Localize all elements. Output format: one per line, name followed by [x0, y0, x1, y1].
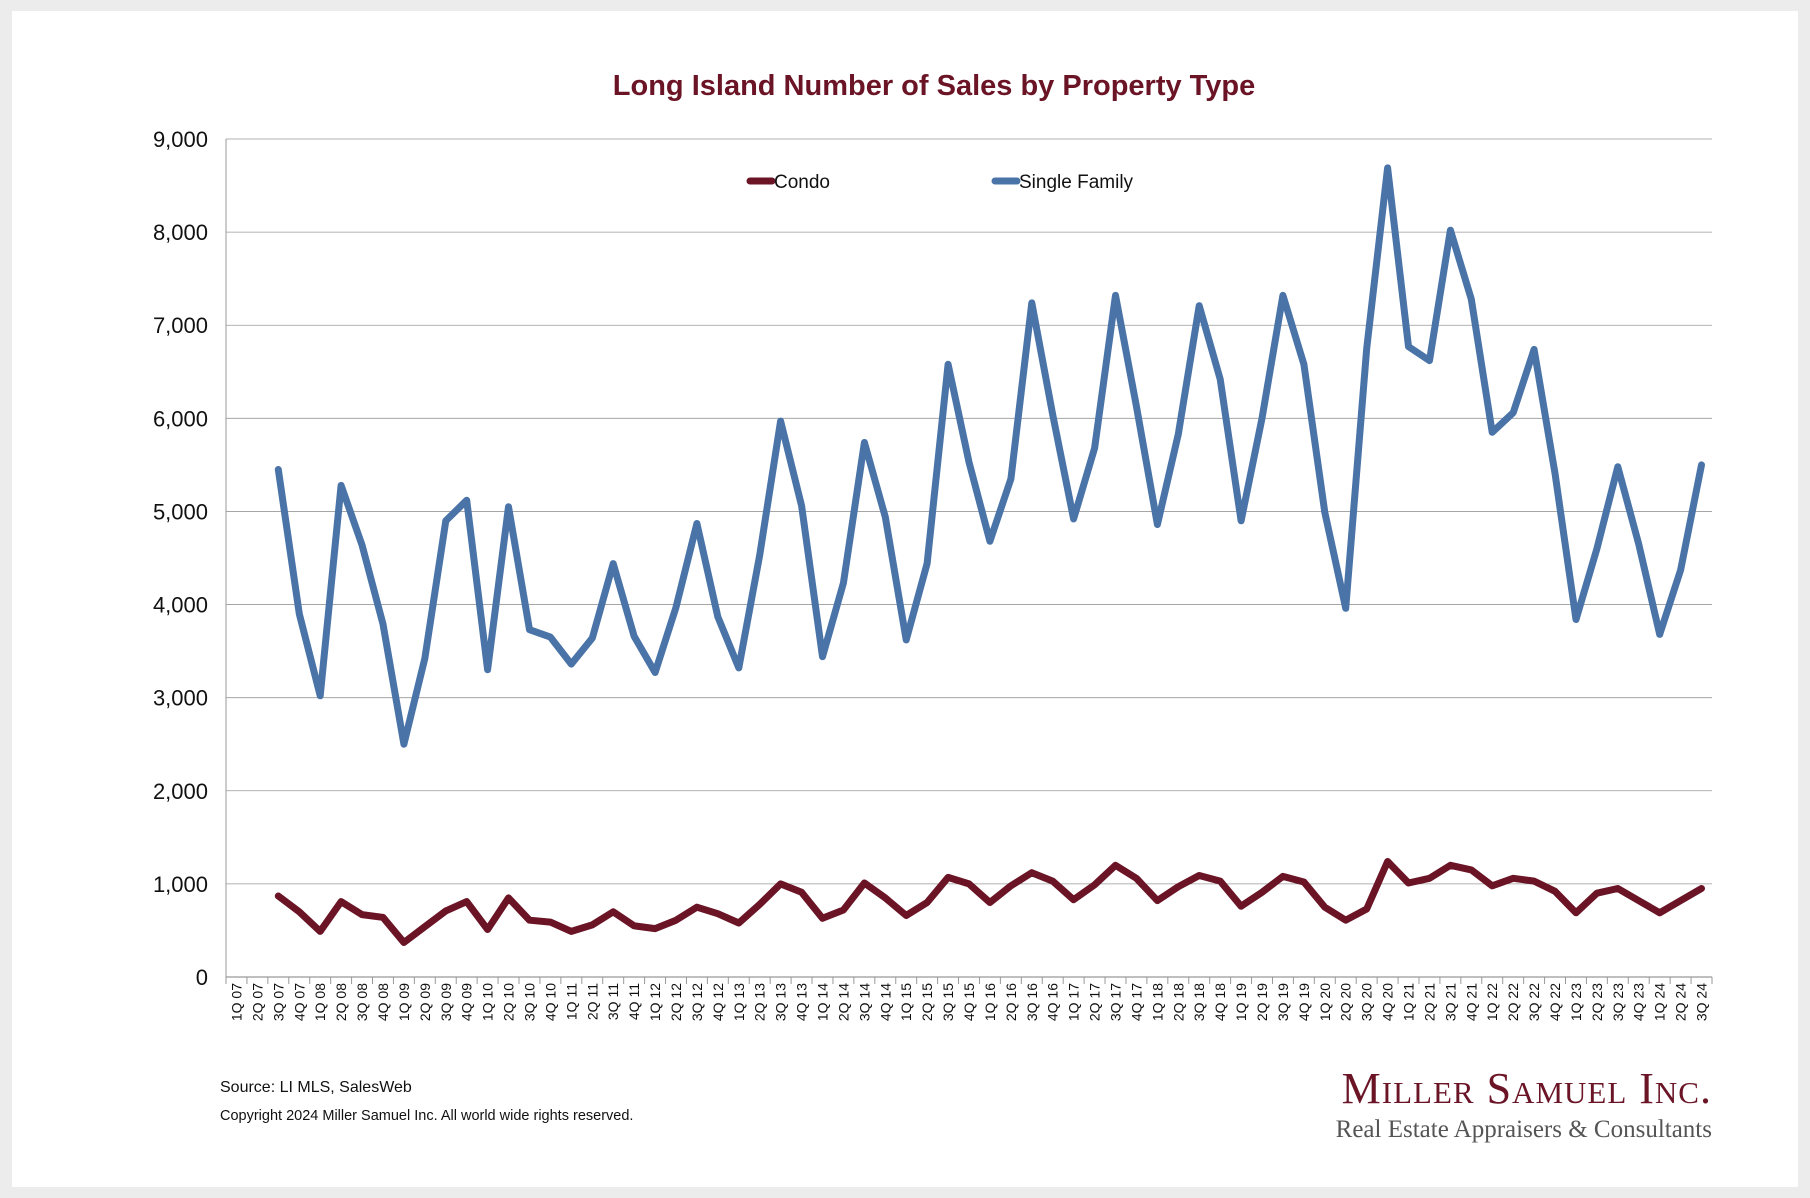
x-tick-label: 1Q 20 — [1317, 983, 1333, 1021]
x-tick-label: 4Q 22 — [1547, 983, 1563, 1021]
x-tick-label: 3Q 21 — [1442, 983, 1458, 1021]
copyright-note: Copyright 2024 Miller Samuel Inc. All wo… — [220, 1108, 634, 1124]
x-tick-label: 2Q 22 — [1505, 983, 1521, 1021]
x-axis: 1Q 07 2Q 07 3Q 07 4Q 07 1Q 08 2Q 08 3Q 08 4Q 08… — [225, 977, 1713, 1021]
x-tick-label: 1Q 09 — [396, 983, 412, 1021]
y-tick-label: 8,000 — [153, 220, 208, 245]
x-tick-label: 4Q 09 — [459, 983, 475, 1021]
x-tick-label: 4Q 19 — [1296, 983, 1312, 1021]
x-tick-label: 1Q 14 — [814, 983, 830, 1021]
y-tick-label: 0 — [196, 965, 208, 990]
x-tick-label: 1Q 12 — [647, 983, 663, 1021]
y-axis: 0 1,000 2,000 3,000 4,000 5,000 6,000 7,000 8,00… — [153, 127, 208, 990]
y-tick-label: 7,000 — [153, 313, 208, 338]
company-logo: Miller Samuel Inc. Real Estate Appraiser… — [1336, 1065, 1712, 1147]
y-tick-label: 6,000 — [153, 406, 208, 431]
x-tick-label: 1Q 07 — [228, 983, 244, 1021]
x-tick-label: 3Q 07 — [270, 983, 286, 1021]
x-tick-label: 4Q 14 — [877, 983, 893, 1021]
logo-tagline: Real Estate Appraisers & Consultants — [1335, 1116, 1712, 1143]
x-tick-label: 3Q 15 — [940, 983, 956, 1021]
x-tick-label: 3Q 20 — [1359, 983, 1375, 1021]
x-tick-label: 1Q 22 — [1484, 983, 1500, 1021]
x-tick-label: 4Q 07 — [291, 983, 307, 1021]
x-tick-label: 1Q 21 — [1401, 983, 1417, 1021]
y-tick-label: 4,000 — [153, 593, 208, 618]
chart-page: Long Island Number of Sales by Property … — [12, 11, 1798, 1187]
x-tick-label: 2Q 11 — [584, 983, 600, 1020]
x-tick-label: 1Q 19 — [1233, 983, 1249, 1021]
x-tick-label: 2Q 15 — [919, 983, 935, 1021]
x-tick-label: 1Q 17 — [1066, 983, 1082, 1021]
x-tick-label: 4Q 08 — [375, 983, 391, 1021]
x-tick-label: 1Q 15 — [898, 983, 914, 1021]
x-tick-label: 3Q 13 — [773, 983, 789, 1021]
logo-name: Miller Samuel Inc. — [1341, 1064, 1712, 1113]
x-tick-label: 3Q 10 — [521, 983, 537, 1021]
x-tick-label: 4Q 10 — [542, 983, 558, 1021]
x-tick-label: 3Q 14 — [856, 983, 872, 1021]
legend: Condo Single Family — [746, 172, 1134, 193]
x-tick-label: 1Q 13 — [731, 983, 747, 1021]
x-tick-label: 1Q 23 — [1568, 983, 1584, 1021]
x-tick-label: 4Q 17 — [1128, 983, 1144, 1021]
y-tick-label: 2,000 — [153, 779, 208, 804]
x-tick-label: 4Q 20 — [1380, 983, 1396, 1021]
x-tick-label: 2Q 23 — [1589, 983, 1605, 1021]
gridlines — [225, 138, 1712, 978]
x-tick-label: 1Q 10 — [480, 983, 496, 1021]
x-tick-label: 1Q 18 — [1149, 983, 1165, 1021]
x-tick-label: 2Q 09 — [417, 983, 433, 1021]
chart-title: Long Island Number of Sales by Property … — [613, 70, 1255, 102]
x-tick-label: 3Q 17 — [1108, 983, 1124, 1021]
legend-label-single-family: Single Family — [1019, 172, 1134, 193]
x-tick-label: 1Q 11 — [563, 983, 579, 1020]
y-tick-label: 1,000 — [153, 872, 208, 897]
x-tick-label: 3Q 24 — [1694, 983, 1710, 1021]
x-tick-label: 3Q 12 — [689, 983, 705, 1021]
x-tick-label: 2Q 19 — [1254, 983, 1270, 1021]
x-tick-label: 2Q 13 — [752, 983, 768, 1021]
x-tick-label: 4Q 12 — [710, 983, 726, 1021]
series-line-condo — [274, 858, 1705, 946]
source-note: Source: LI MLS, SalesWeb — [220, 1079, 412, 1096]
x-tick-label: 1Q 24 — [1652, 983, 1668, 1021]
legend-label-condo: Condo — [774, 172, 830, 193]
x-tick-label: 4Q 23 — [1631, 983, 1647, 1021]
x-tick-label: 3Q 18 — [1191, 983, 1207, 1021]
x-tick-label: 2Q 07 — [249, 983, 265, 1021]
x-tick-label: 4Q 16 — [1045, 983, 1061, 1021]
x-tick-label: 3Q 19 — [1275, 983, 1291, 1021]
x-tick-label: 1Q 16 — [982, 983, 998, 1021]
y-tick-label: 5,000 — [153, 499, 208, 524]
x-tick-label: 3Q 08 — [354, 983, 370, 1021]
x-tick-label: 3Q 11 — [605, 983, 621, 1020]
x-tick-label: 2Q 08 — [333, 983, 349, 1021]
x-tick-label: 2Q 21 — [1421, 983, 1437, 1021]
x-tick-label: 3Q 23 — [1610, 983, 1626, 1021]
y-tick-label: 9,000 — [153, 127, 208, 152]
line-chart: Long Island Number of Sales by Property … — [153, 70, 1713, 1021]
x-tick-label: 2Q 17 — [1087, 983, 1103, 1021]
x-tick-label: 2Q 12 — [668, 983, 684, 1021]
series-lines — [274, 164, 1705, 946]
x-tick-label: 3Q 16 — [1024, 983, 1040, 1021]
x-tick-label: 4Q 13 — [794, 983, 810, 1021]
x-tick-label: 2Q 18 — [1170, 983, 1186, 1021]
y-tick-label: 3,000 — [153, 686, 208, 711]
x-tick-label: 4Q 15 — [961, 983, 977, 1021]
x-tick-label: 2Q 10 — [501, 983, 517, 1021]
x-tick-label: 2Q 24 — [1673, 983, 1689, 1021]
x-tick-label: 1Q 08 — [312, 983, 328, 1021]
x-tick-label: 2Q 14 — [835, 983, 851, 1021]
series-line-single-family — [274, 164, 1705, 748]
x-tick-label: 3Q 22 — [1526, 983, 1542, 1021]
x-tick-label: 4Q 21 — [1463, 983, 1479, 1021]
x-tick-label: 2Q 20 — [1338, 983, 1354, 1021]
x-tick-label: 2Q 16 — [1003, 983, 1019, 1021]
x-tick-label: 4Q 11 — [626, 983, 642, 1020]
x-tick-label: 4Q 18 — [1212, 983, 1228, 1021]
x-tick-label: 3Q 09 — [438, 983, 454, 1021]
